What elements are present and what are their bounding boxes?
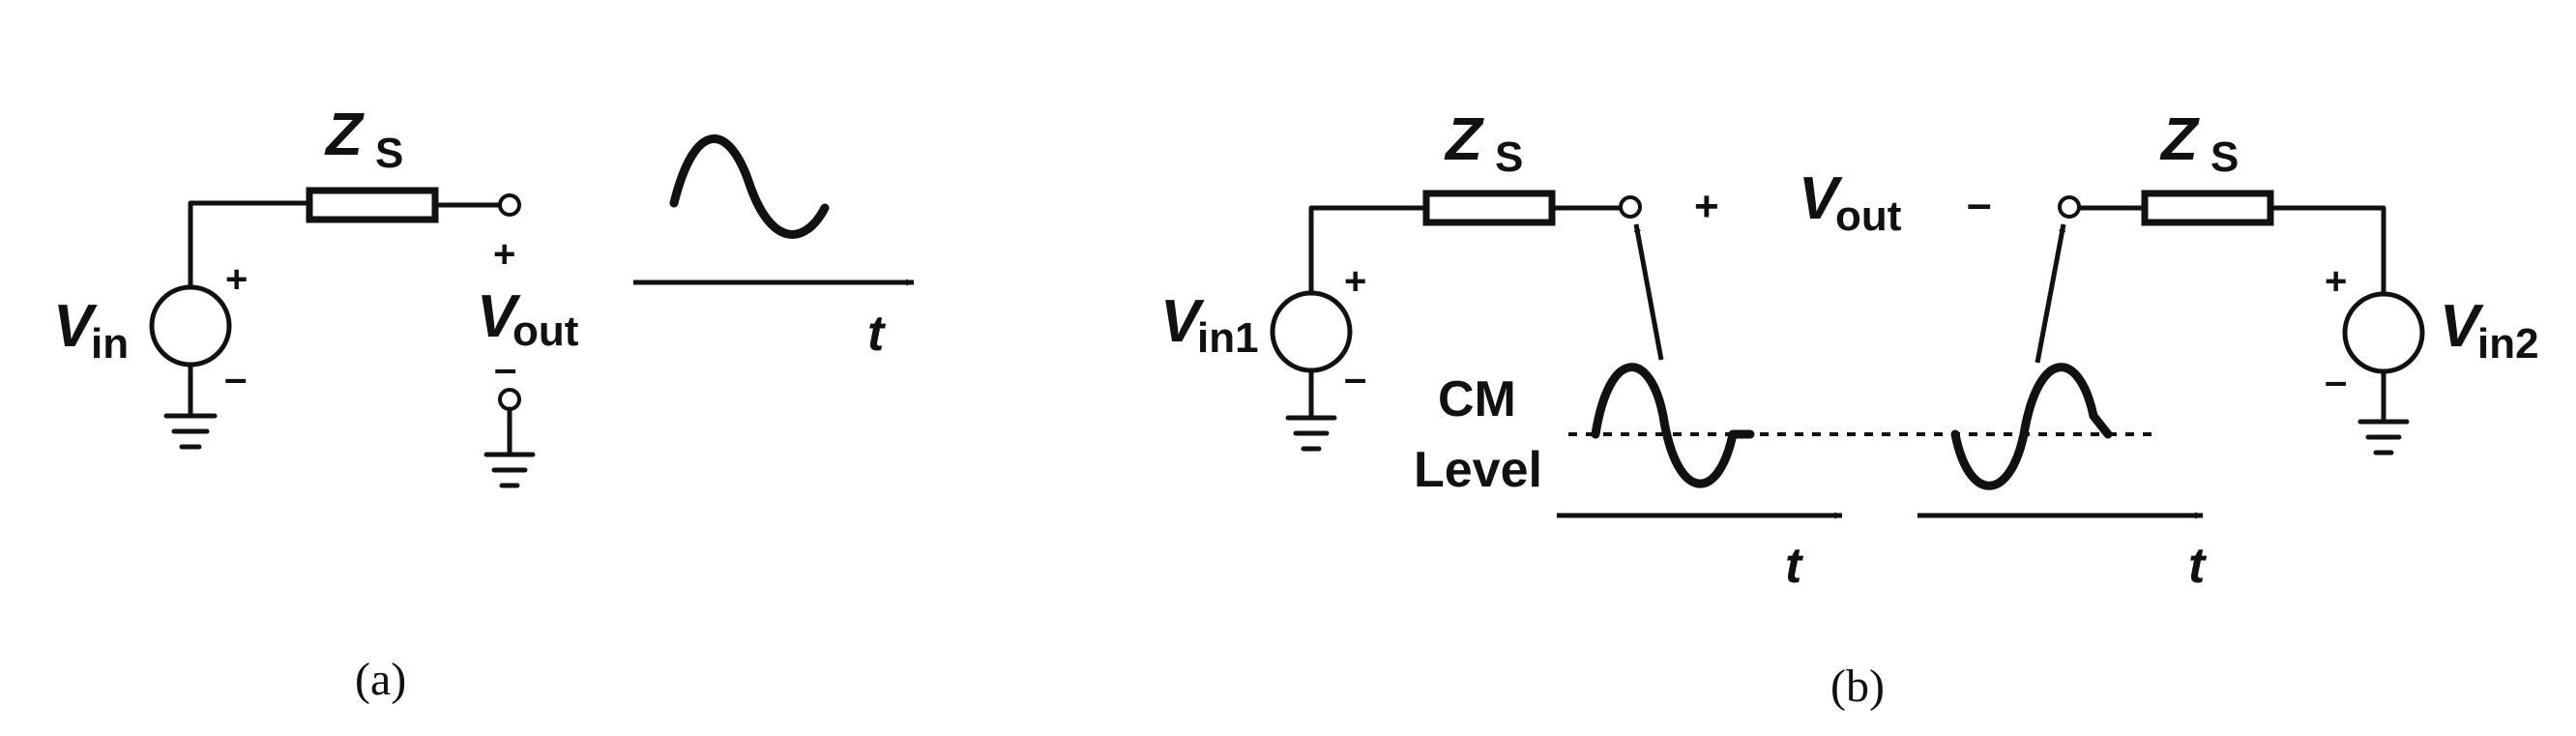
vout-label: V (1799, 165, 1843, 232)
panel-b: Z S + – V in1 Z S + – V in2 + V out – (1160, 106, 2539, 712)
output-terminal (498, 193, 521, 217)
output-subscript: out (512, 308, 579, 355)
output-ground-terminal (498, 388, 521, 411)
sine-waveform (669, 134, 830, 239)
source-label: V (53, 293, 98, 360)
impedance-zs (306, 187, 439, 223)
vout-subscript: out (1835, 192, 1902, 240)
left-time-label: t (1785, 538, 1804, 594)
left-pointer-arrow (1633, 223, 1664, 361)
impedance-label: Z (324, 102, 365, 168)
left-sine-waveform (1591, 363, 1755, 488)
left-impedance-zs (1422, 190, 1556, 226)
ground-icon (2357, 368, 2410, 456)
vout-minus: – (1967, 178, 1992, 228)
right-source-minus: – (2325, 358, 2347, 403)
left-output-terminal (1619, 195, 1642, 219)
left-impedance-label: Z (1444, 106, 1484, 173)
left-source-subscript: in1 (1197, 314, 1259, 362)
right-voltage-source-icon (2342, 291, 2425, 374)
left-source-minus: – (1344, 355, 1366, 400)
impedance-subscript: S (375, 130, 403, 177)
right-source-label: V (2440, 293, 2484, 360)
source-plus: + (225, 258, 248, 301)
panel-a: Z S + – V in + V out – t (a) (53, 102, 915, 705)
right-output-terminal (2058, 195, 2081, 219)
wire (1308, 205, 1429, 296)
right-impedance-subscript: S (2210, 133, 2239, 181)
right-pointer-arrow (2034, 223, 2066, 364)
ground-icon (1285, 368, 1337, 452)
cm-label-line1: CM (1438, 371, 1516, 427)
right-source-subscript: in2 (2477, 320, 2539, 368)
ground-icon (483, 406, 536, 488)
left-impedance-subscript: S (1495, 133, 1523, 181)
right-source-plus: + (2325, 260, 2347, 303)
voltage-source-icon (149, 284, 232, 368)
source-subscript: in (91, 320, 129, 368)
ground-icon (163, 363, 218, 450)
time-label: t (867, 306, 887, 362)
output-label: V (477, 283, 521, 350)
output-minus: – (494, 345, 516, 391)
right-impedance-zs (2141, 190, 2274, 226)
vout-plus: + (1694, 183, 1719, 230)
wire (188, 200, 312, 290)
caption-a: (a) (355, 654, 406, 705)
cm-label-line2: Level (1414, 442, 1542, 498)
output-plus: + (493, 233, 515, 276)
left-source-plus: + (1344, 260, 1366, 303)
wire (2268, 205, 2386, 297)
right-impedance-label: Z (2159, 106, 2200, 173)
left-source-label: V (1160, 288, 1205, 355)
caption-b: (b) (1830, 661, 1885, 712)
right-sine-waveform (1950, 363, 2113, 490)
right-time-label: t (2188, 538, 2208, 594)
left-voltage-source-icon (1270, 290, 1353, 373)
source-minus: – (224, 355, 247, 400)
